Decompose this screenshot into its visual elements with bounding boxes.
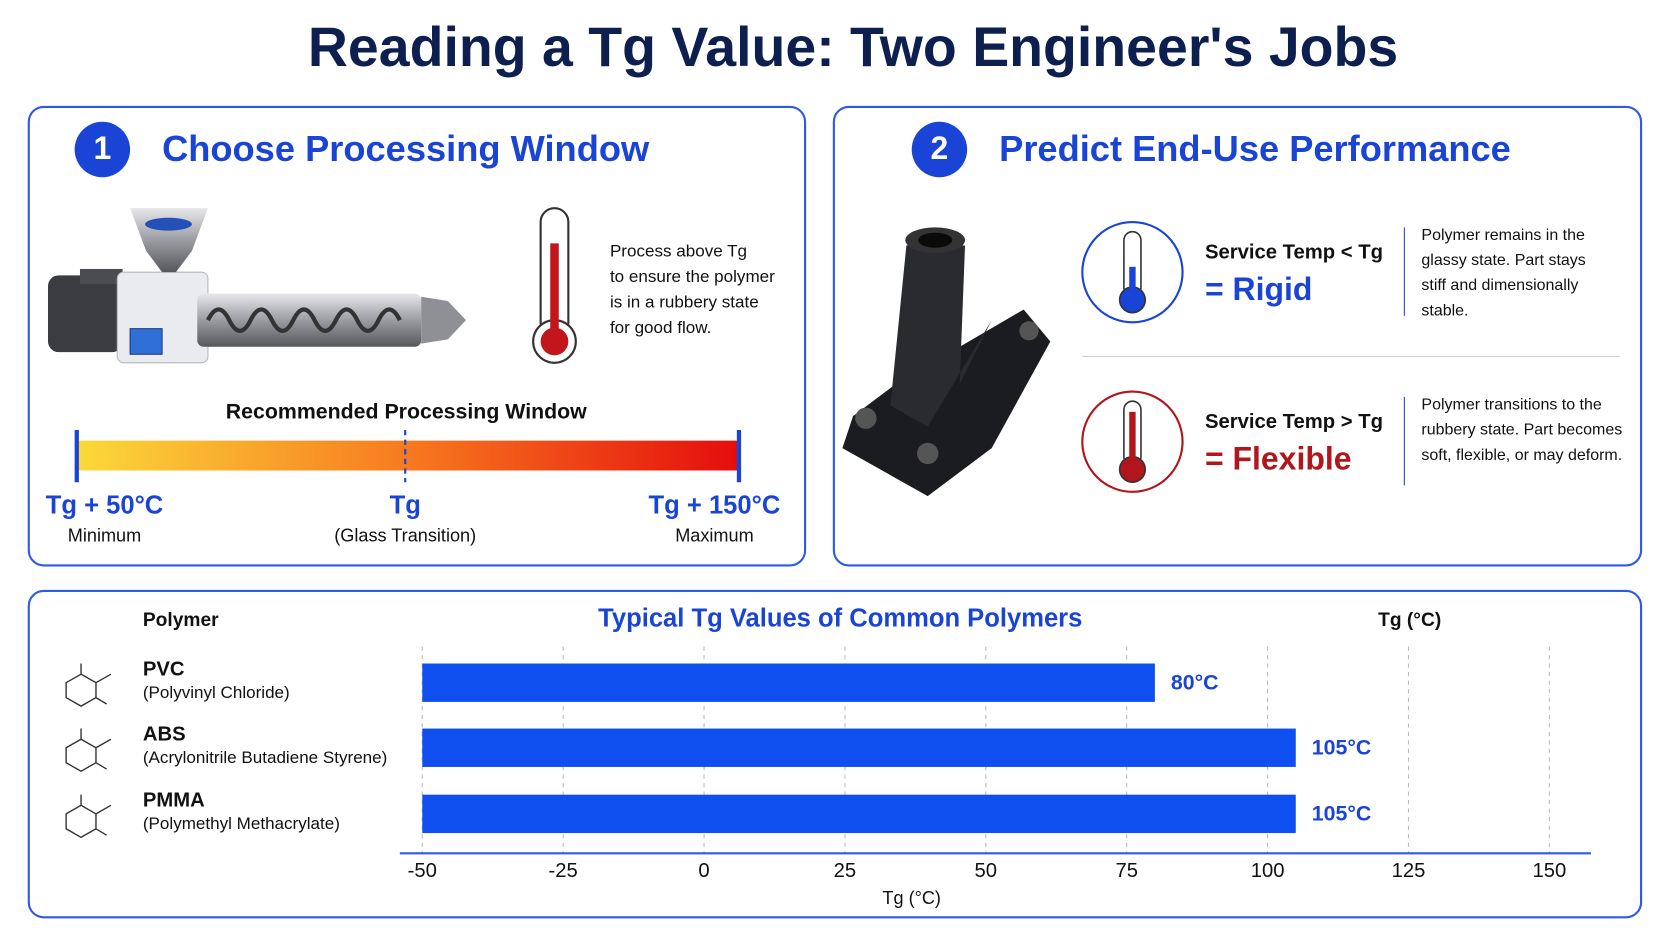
title: Reading a Tg Value: Two Engineer's Jobs: [308, 16, 1398, 78]
category-detail: (Polyvinyl Chloride): [143, 683, 290, 702]
category-detail: (Acrylonitrile Butadiene Styrene): [143, 748, 387, 767]
step-number: 2: [931, 130, 949, 166]
note-line: is in a rubbery state: [610, 293, 759, 312]
panel: [27, 105, 807, 567]
marker-caption: Minimum: [68, 525, 141, 545]
window-title: Recommended Processing Window: [226, 400, 587, 424]
step-badge: [74, 121, 131, 178]
x-tick-label: 0: [698, 860, 709, 882]
x-tick-label: -50: [408, 860, 437, 882]
x-tick-label: 125: [1392, 860, 1426, 882]
thermometer-icon: [532, 207, 577, 364]
part-icon: [842, 227, 1051, 497]
marker-label: Tg + 150°C: [649, 492, 781, 520]
marker-caption: (Glass Transition): [334, 525, 476, 545]
value-label: 105°C: [1312, 735, 1371, 759]
molecule-icon: [65, 728, 112, 773]
molecule-icon: [65, 794, 112, 839]
molecule-icon: [65, 663, 112, 707]
value-header: Tg (°C): [1378, 610, 1441, 631]
column-header: Polymer: [143, 610, 219, 631]
category-label: ABS: [143, 723, 186, 745]
category-label: PMMA: [143, 789, 205, 811]
step-badge: [911, 121, 968, 178]
description-line: soft, flexible, or may deform.: [1421, 447, 1622, 464]
category-label: PVC: [143, 658, 185, 680]
note-line: for good flow.: [610, 318, 711, 337]
description-line: stable.: [1421, 302, 1468, 319]
bar: [422, 663, 1155, 702]
result: = Flexible: [1205, 440, 1352, 476]
thermo-level: [1129, 266, 1136, 299]
bar: [422, 794, 1296, 834]
marker-label: Tg: [390, 492, 421, 520]
marker-caption: Maximum: [675, 525, 753, 545]
panel: [832, 105, 1643, 567]
value-label: 80°C: [1171, 670, 1219, 694]
marker-label: Tg + 50°C: [46, 492, 164, 520]
condition: Service Temp > Tg: [1205, 411, 1383, 433]
x-tick-label: 75: [1115, 860, 1138, 882]
panel-heading: Choose Processing Window: [162, 128, 650, 169]
x-tick-label: 150: [1532, 860, 1566, 882]
description-line: glassy state. Part stays: [1421, 252, 1585, 269]
bar: [422, 728, 1296, 767]
panel-heading: Predict End-Use Performance: [999, 128, 1511, 169]
thermo-level: [1129, 411, 1136, 468]
panel: [27, 589, 1643, 919]
step-number: 1: [93, 130, 111, 166]
x-tick-label: -25: [549, 860, 578, 882]
x-tick-label: 100: [1251, 860, 1285, 882]
value-label: 105°C: [1312, 802, 1371, 826]
description-line: rubbery state. Part becomes: [1421, 422, 1622, 439]
note-line: Process above Tg: [610, 241, 747, 260]
description-line: Polymer remains in the: [1421, 227, 1585, 244]
description-line: Polymer transitions to the: [1421, 397, 1601, 414]
x-tick-label: 25: [834, 860, 857, 882]
x-axis-label: Tg (°C): [882, 888, 941, 908]
category-detail: (Polymethyl Methacrylate): [143, 814, 340, 833]
condition: Service Temp < Tg: [1205, 241, 1383, 263]
description-line: stiff and dimensionally: [1421, 277, 1578, 294]
chart-title: Typical Tg Values of Common Polymers: [598, 605, 1082, 633]
note-line: to ensure the polymer: [610, 267, 775, 286]
extruder-icon: [47, 208, 466, 364]
window-bar: [76, 440, 739, 471]
x-tick-label: 50: [975, 860, 998, 882]
result: = Rigid: [1205, 271, 1312, 307]
